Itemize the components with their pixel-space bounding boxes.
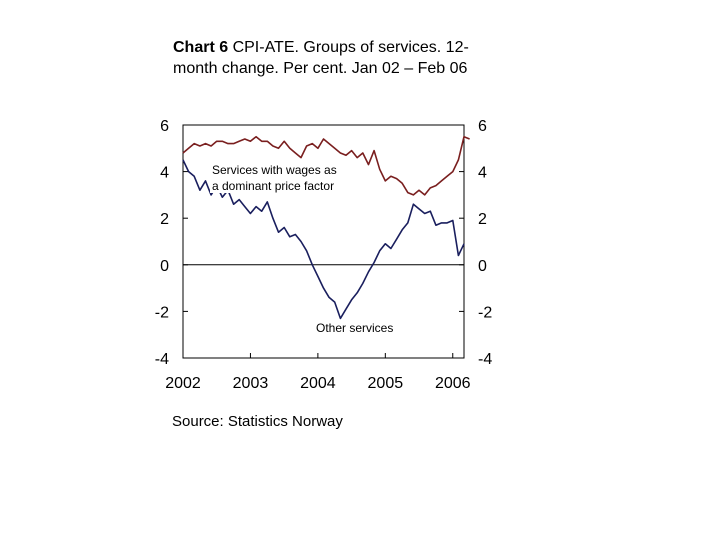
y-tick-label-right: 2 [478,211,487,228]
y-tick-label-left: 0 [160,258,169,275]
x-tick-label: 2004 [300,375,336,392]
source-note: Source: Statistics Norway [172,413,343,430]
y-tick-label-left: 6 [160,118,169,135]
y-tick-label-left: -2 [155,304,169,321]
x-tick-label: 2003 [233,375,269,392]
x-tick-label: 2006 [435,375,471,392]
y-tick-label-left: -4 [155,351,169,368]
annotation-bg [314,321,396,335]
chart-number: Chart 6 [173,39,229,56]
chart-title: Chart 6 CPI-ATE. Groups of services. 12-… [173,37,503,79]
x-tick-label: 2005 [368,375,404,392]
annotation-label: Services with wages as [212,163,337,177]
y-tick-label-right: 0 [478,258,487,275]
y-tick-label-left: 4 [160,165,169,182]
y-tick-label-right: 6 [478,118,487,135]
annotation-bg [210,179,337,193]
series-line-wages [182,135,470,196]
annotation-bg [210,163,339,177]
y-tick-label-right: -2 [478,304,492,321]
y-tick-label-right: -4 [478,351,492,368]
plot-frame [182,124,465,359]
annotation-label: Other services [316,321,393,335]
x-tick-label: 2002 [165,375,201,392]
chart-title-text: CPI-ATE. Groups of services. 12-month ch… [173,39,469,77]
series-line-other [182,159,465,320]
y-tick-label-left: 2 [160,211,169,228]
y-tick-label-right: 4 [478,165,487,182]
annotation-label: a dominant price factor [212,179,334,193]
